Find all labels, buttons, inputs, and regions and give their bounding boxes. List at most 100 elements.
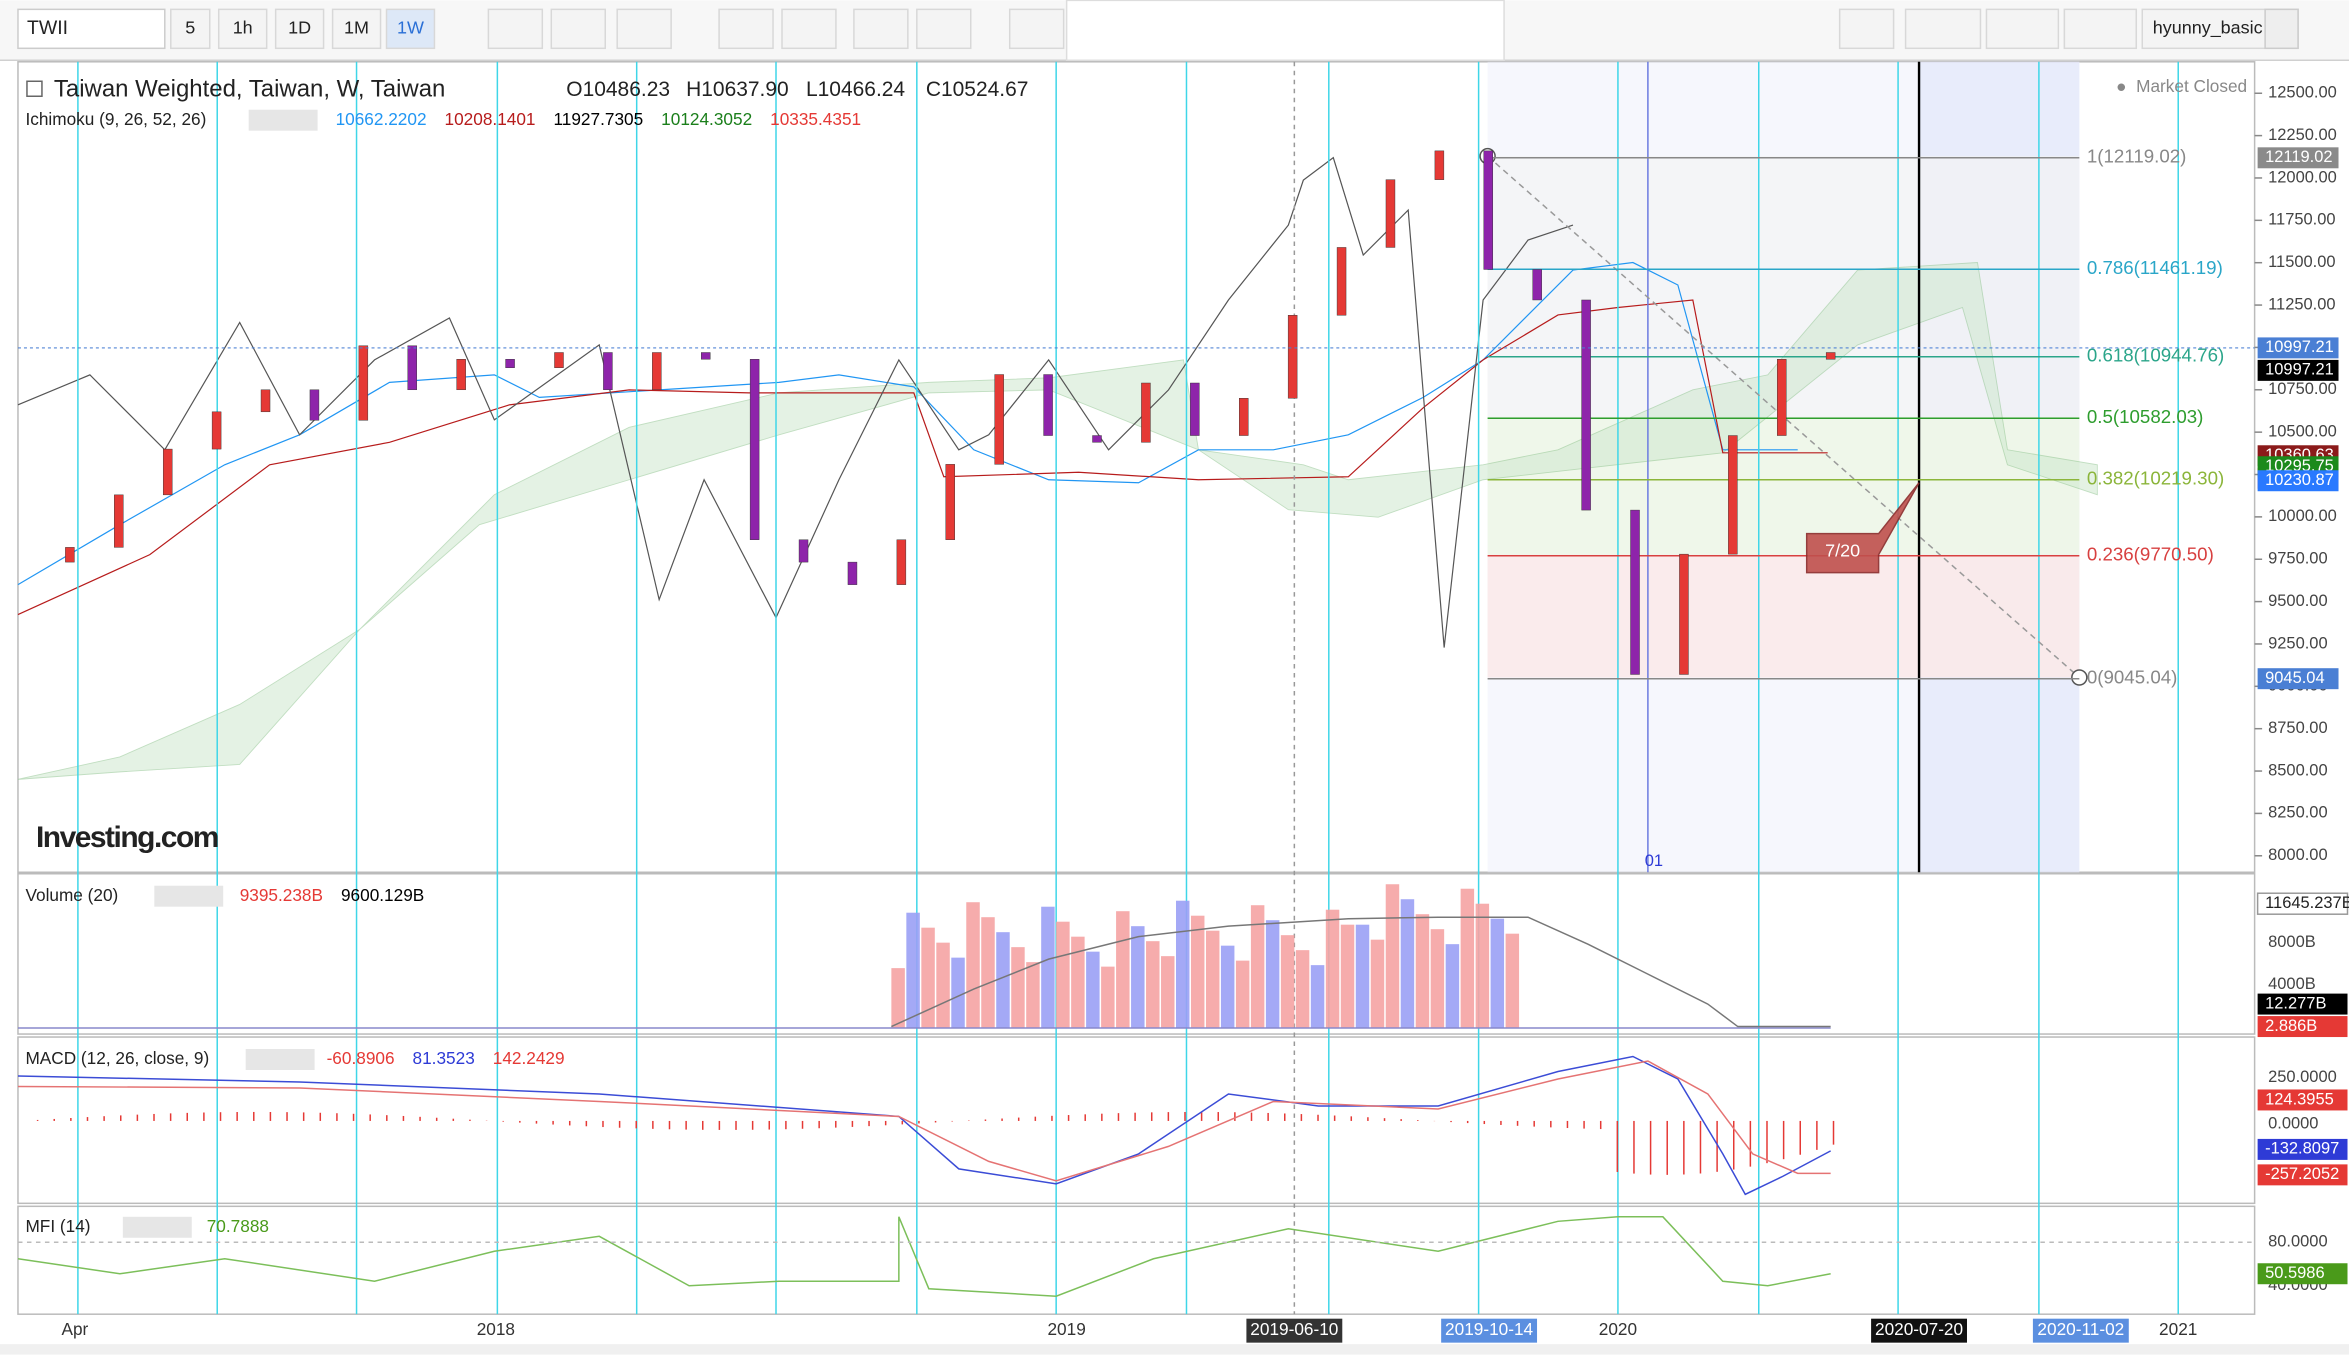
price-tag-label: 12119.02 <box>2265 148 2332 166</box>
tool-button[interactable] <box>1008 8 1065 50</box>
interval-button[interactable] <box>274 8 325 50</box>
volume-bar <box>1430 929 1445 1029</box>
volume-bar <box>1116 911 1130 1029</box>
volume-bar <box>1295 950 1310 1029</box>
indicator-controls[interactable] <box>122 1216 192 1238</box>
price-tick-label: 12250.00 <box>2268 126 2337 144</box>
tool-button[interactable] <box>718 8 774 50</box>
volume-bar <box>1175 900 1190 1029</box>
candle <box>162 448 173 496</box>
price-tag <box>2257 668 2339 690</box>
load-button[interactable] <box>1985 8 2060 50</box>
volume-bar <box>1505 933 1520 1029</box>
user-menu[interactable] <box>2264 8 2299 50</box>
candle <box>749 359 760 540</box>
indicator-controls[interactable] <box>245 1049 315 1070</box>
time-label: Apr <box>62 1319 89 1339</box>
mfi-pane <box>17 1205 2256 1315</box>
snapshot-button[interactable] <box>1838 8 1895 50</box>
volume-bar <box>1220 945 1235 1029</box>
candle <box>309 389 320 421</box>
save-button[interactable] <box>2063 8 2138 50</box>
indicator-label: Volume (20) <box>25 885 118 905</box>
value-tag-label: 124.3955 <box>2265 1090 2334 1108</box>
fib-label: 0.382(10219.30) <box>2087 468 2224 489</box>
drawing-toolbar <box>1065 0 1505 62</box>
indicator-value: 142.2429 <box>493 1048 565 1068</box>
candle <box>260 389 271 413</box>
fib-label: 0.618(10944.76) <box>2087 345 2224 366</box>
price-tick-label: 10000.00 <box>2268 507 2337 525</box>
symbol-input[interactable] <box>17 8 166 50</box>
indicator-value: -60.8906 <box>327 1048 395 1068</box>
legend-icon[interactable] <box>26 80 43 97</box>
tool-button[interactable] <box>487 8 544 50</box>
dynamic-content: 12500.00 12250.00 12000.00 11750.00 11500.00… <box>17 76 2349 1343</box>
volume-bar <box>1190 915 1205 1029</box>
marker-label: 01 <box>1645 852 1663 870</box>
volume-bar <box>1325 909 1340 1029</box>
interval-button[interactable] <box>170 8 211 50</box>
chikou-line <box>17 156 1574 648</box>
volume-bar <box>1490 918 1505 1029</box>
candle <box>896 539 907 585</box>
candle <box>1581 299 1591 511</box>
time-label: 2018 <box>477 1319 515 1339</box>
color-button[interactable] <box>1904 8 1982 50</box>
interval-label: 5 <box>185 18 195 38</box>
price-tag-label: 10997.21 <box>2265 361 2334 379</box>
macd-pane <box>17 1036 2256 1205</box>
price-tick-label: 12500.00 <box>2268 84 2337 102</box>
logo: Investing.com <box>36 821 218 854</box>
value-tag <box>2257 1263 2348 1285</box>
volume-bar <box>1071 936 1085 1029</box>
volume-bar <box>1026 962 1040 1029</box>
price-tag <box>2257 147 2339 169</box>
candle <box>1679 553 1689 675</box>
volume-bar <box>1086 951 1100 1029</box>
fib-handle[interactable] <box>2071 669 2088 686</box>
interval-label: 1h <box>233 18 253 38</box>
axis-label: 80.0000 <box>2268 1233 2328 1251</box>
volume-bar <box>951 957 965 1029</box>
volume-bar <box>1310 965 1325 1029</box>
ichimoku-cloud <box>17 262 2098 780</box>
interval-button[interactable] <box>217 8 268 50</box>
callout-text: 7/20 <box>1825 540 1860 560</box>
indicator-controls[interactable] <box>154 885 224 907</box>
candle <box>358 345 369 421</box>
volume-bar <box>1011 947 1025 1029</box>
interval-button[interactable] <box>331 8 382 50</box>
indicator-controls[interactable] <box>248 109 318 131</box>
volume-bar <box>1340 924 1355 1029</box>
volume-bar <box>981 917 995 1029</box>
volume-bar <box>1400 899 1415 1029</box>
indicator-value: 81.3523 <box>413 1048 475 1068</box>
value-tag-label: 12.277B <box>2265 994 2326 1012</box>
tool-button[interactable] <box>853 8 909 50</box>
tool-button[interactable] <box>781 8 837 50</box>
interval-button[interactable] <box>385 8 436 50</box>
ohlc-value: O10486.23 <box>566 78 670 101</box>
tool-button[interactable] <box>616 8 672 50</box>
candle <box>945 464 955 540</box>
price-tick-label: 9250.00 <box>2268 634 2328 652</box>
indicator-value: 10662.2202 <box>336 109 427 129</box>
volume-ma <box>891 916 1831 1028</box>
time-label: 2021 <box>2159 1319 2197 1339</box>
time-label-bg <box>1871 1318 1967 1343</box>
value-tag <box>2257 993 2348 1015</box>
time-label-bg <box>1246 1318 1343 1343</box>
volume-bar <box>996 932 1010 1029</box>
indicator-label: Ichimoku (9, 26, 52, 26) <box>25 109 206 129</box>
volume-bar <box>1161 956 1175 1029</box>
signal-line <box>17 1060 1831 1182</box>
interval-label: 1W <box>397 18 424 38</box>
chart-title: Taiwan Weighted, Taiwan, W, Taiwan <box>54 76 445 103</box>
price-tick-label: 10500.00 <box>2268 422 2337 440</box>
candle <box>65 547 75 563</box>
vertical-lines <box>77 61 2179 1315</box>
tool-button[interactable] <box>916 8 972 50</box>
tool-button[interactable] <box>550 8 606 50</box>
candle <box>1728 435 1738 555</box>
